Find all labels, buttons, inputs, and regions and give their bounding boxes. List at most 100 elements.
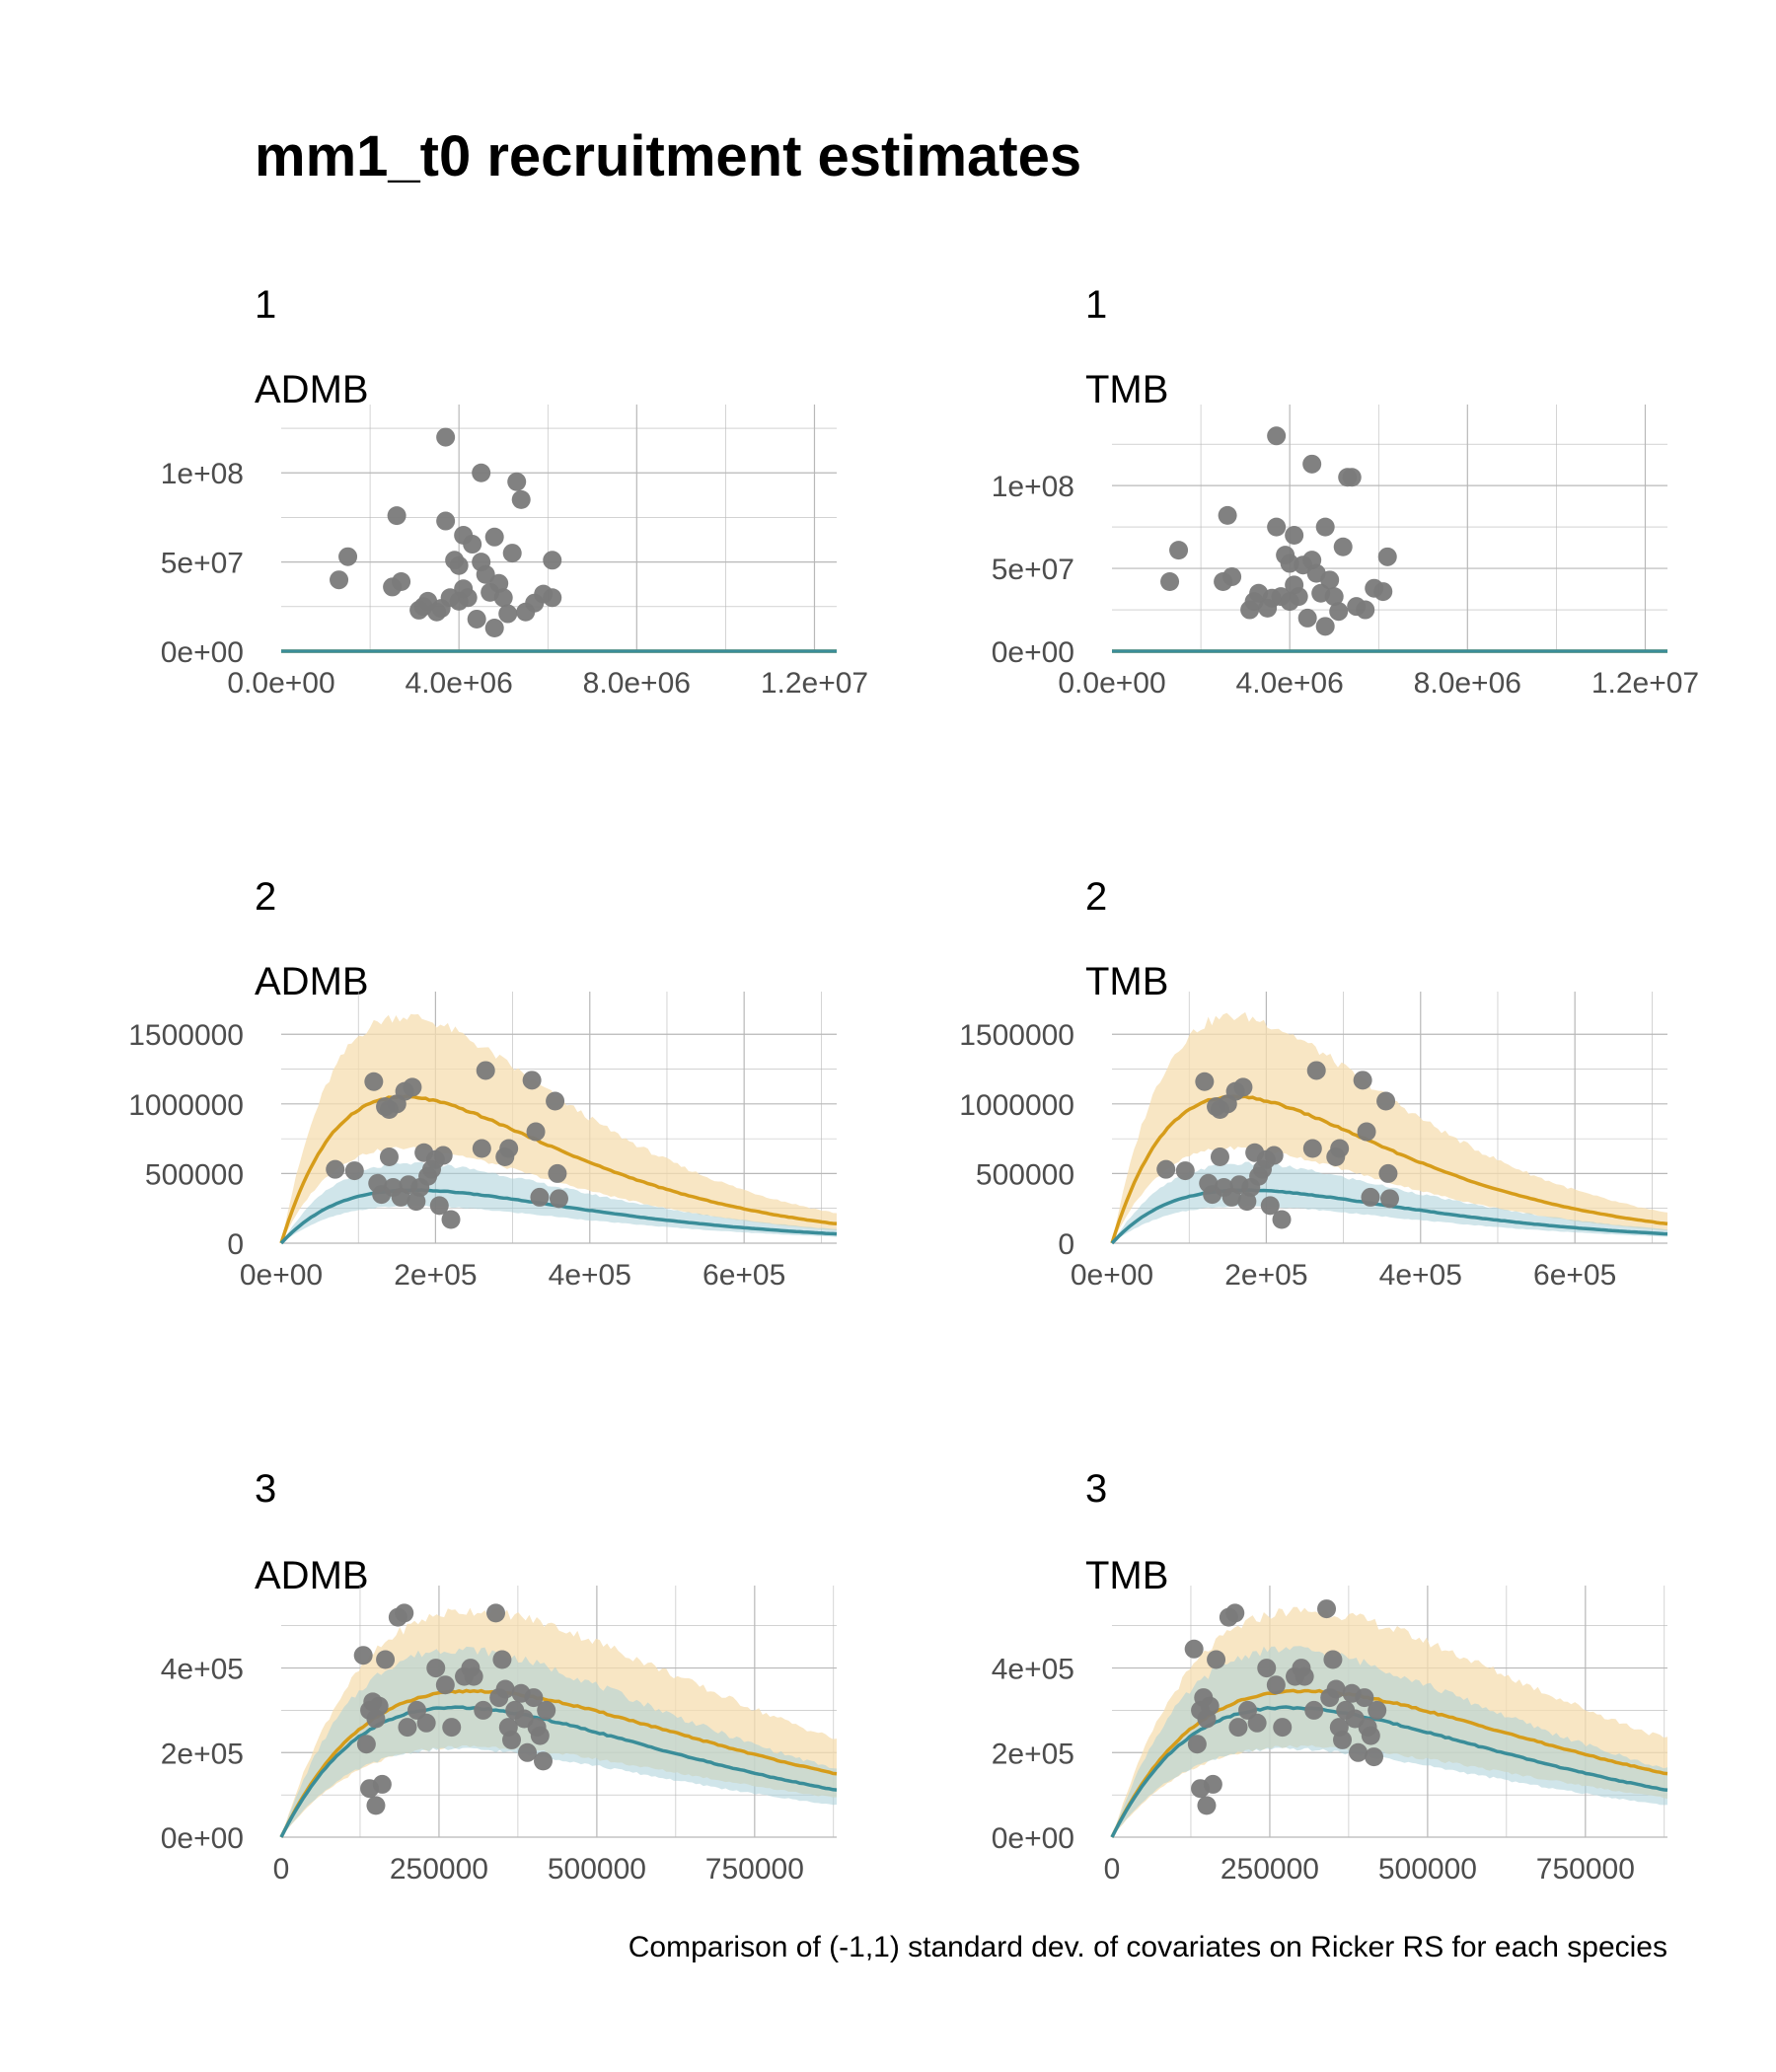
data-point xyxy=(526,1122,546,1142)
data-point xyxy=(476,564,495,584)
data-point xyxy=(436,427,456,447)
x-tick-label: 750000 xyxy=(1536,1853,1635,1886)
observations xyxy=(326,1061,568,1229)
y-tick-label: 1500000 xyxy=(959,1019,1074,1052)
data-point xyxy=(1330,1139,1350,1158)
data-point xyxy=(1368,1700,1387,1720)
y-tick-label: 1e+08 xyxy=(992,471,1074,503)
data-point xyxy=(395,1603,414,1623)
x-tick-label: 750000 xyxy=(705,1853,804,1886)
data-point xyxy=(366,1796,386,1815)
data-point xyxy=(1326,1679,1346,1699)
data-point xyxy=(398,1718,417,1738)
data-point xyxy=(449,591,469,611)
x-tick-label: 8.0e+06 xyxy=(1414,667,1521,700)
y-tick-label: 1000000 xyxy=(959,1089,1074,1122)
data-point xyxy=(1160,572,1180,591)
species-label: 2 xyxy=(255,875,276,919)
x-tick-label: 4.0e+06 xyxy=(1236,667,1344,700)
x-tick-label: 4e+05 xyxy=(1379,1259,1462,1292)
data-point xyxy=(387,506,407,526)
data-point xyxy=(449,555,469,575)
data-point xyxy=(1240,600,1260,620)
data-point xyxy=(330,570,349,590)
data-point xyxy=(1264,1146,1284,1165)
data-point xyxy=(1361,1187,1380,1207)
data-point xyxy=(499,1139,519,1158)
observations xyxy=(353,1603,556,1815)
data-point xyxy=(1156,1159,1176,1179)
data-point xyxy=(1295,1666,1314,1686)
data-point xyxy=(1273,1718,1293,1738)
x-tick-label: 0 xyxy=(273,1853,290,1886)
data-point xyxy=(1317,1599,1337,1619)
data-point xyxy=(1353,1071,1372,1090)
x-tick-label: 0 xyxy=(1104,1853,1121,1886)
data-point xyxy=(1349,1742,1369,1762)
data-point xyxy=(1184,1639,1204,1659)
data-point xyxy=(1197,1796,1217,1815)
data-point xyxy=(502,1730,522,1749)
data-point xyxy=(1329,602,1349,622)
data-point xyxy=(1333,1730,1353,1749)
data-point xyxy=(495,1679,515,1699)
fit-line xyxy=(279,1094,838,1244)
model-label: ADMB xyxy=(255,960,369,1003)
data-point xyxy=(550,1189,568,1209)
data-point xyxy=(433,1146,453,1165)
data-point xyxy=(409,600,429,620)
x-tick-label: 1.2e+07 xyxy=(761,667,868,700)
model-label: TMB xyxy=(1085,368,1168,411)
data-point xyxy=(1267,517,1287,537)
data-point xyxy=(1175,1161,1195,1181)
data-point xyxy=(1195,1072,1215,1091)
data-point xyxy=(392,572,411,591)
y-tick-label: 4e+05 xyxy=(161,1654,244,1686)
data-point xyxy=(1210,1147,1229,1166)
data-point xyxy=(530,1726,550,1745)
y-tick-label: 0 xyxy=(227,1228,244,1261)
fit-line xyxy=(279,1705,838,1838)
figure-caption: Comparison of (-1,1) standard dev. of co… xyxy=(629,1931,1667,1963)
confidence-band xyxy=(1112,1011,1667,1243)
confidence-band xyxy=(1112,1646,1667,1837)
data-point xyxy=(493,588,513,608)
data-point xyxy=(464,1666,483,1686)
y-tick-label: 5e+07 xyxy=(992,554,1074,586)
species-label: 3 xyxy=(255,1467,276,1511)
data-point xyxy=(1169,541,1189,560)
x-tick-label: 250000 xyxy=(1221,1853,1319,1886)
gridlines xyxy=(281,405,837,652)
data-point xyxy=(353,1646,373,1665)
y-tick-label: 1500000 xyxy=(128,1019,244,1052)
data-point xyxy=(1315,517,1335,537)
gridlines xyxy=(1112,405,1667,652)
data-point xyxy=(379,1147,399,1166)
data-point xyxy=(1247,1713,1267,1733)
data-point xyxy=(435,1675,455,1695)
fit-line xyxy=(1110,1094,1668,1244)
data-point xyxy=(1320,570,1340,590)
data-point xyxy=(1361,1726,1380,1745)
data-point xyxy=(326,1159,345,1179)
species-label: 2 xyxy=(1085,875,1107,919)
observations xyxy=(1184,1599,1387,1815)
data-point xyxy=(372,1774,392,1794)
data-point xyxy=(1266,1675,1286,1695)
data-point xyxy=(442,1718,462,1738)
x-tick-label: 500000 xyxy=(1378,1853,1477,1886)
x-tick-label: 0e+00 xyxy=(240,1259,323,1292)
y-tick-label: 0e+00 xyxy=(992,636,1074,669)
x-tick-label: 8.0e+06 xyxy=(583,667,691,700)
data-point xyxy=(1225,1603,1245,1623)
data-point xyxy=(1377,547,1397,566)
data-point xyxy=(1187,1735,1207,1754)
data-point xyxy=(1333,537,1353,556)
x-tick-label: 4.0e+06 xyxy=(406,667,513,700)
data-point xyxy=(543,588,562,608)
data-point xyxy=(416,1713,436,1733)
y-tick-label: 4e+05 xyxy=(992,1654,1074,1686)
data-point xyxy=(1378,1163,1398,1183)
data-point xyxy=(436,511,456,531)
